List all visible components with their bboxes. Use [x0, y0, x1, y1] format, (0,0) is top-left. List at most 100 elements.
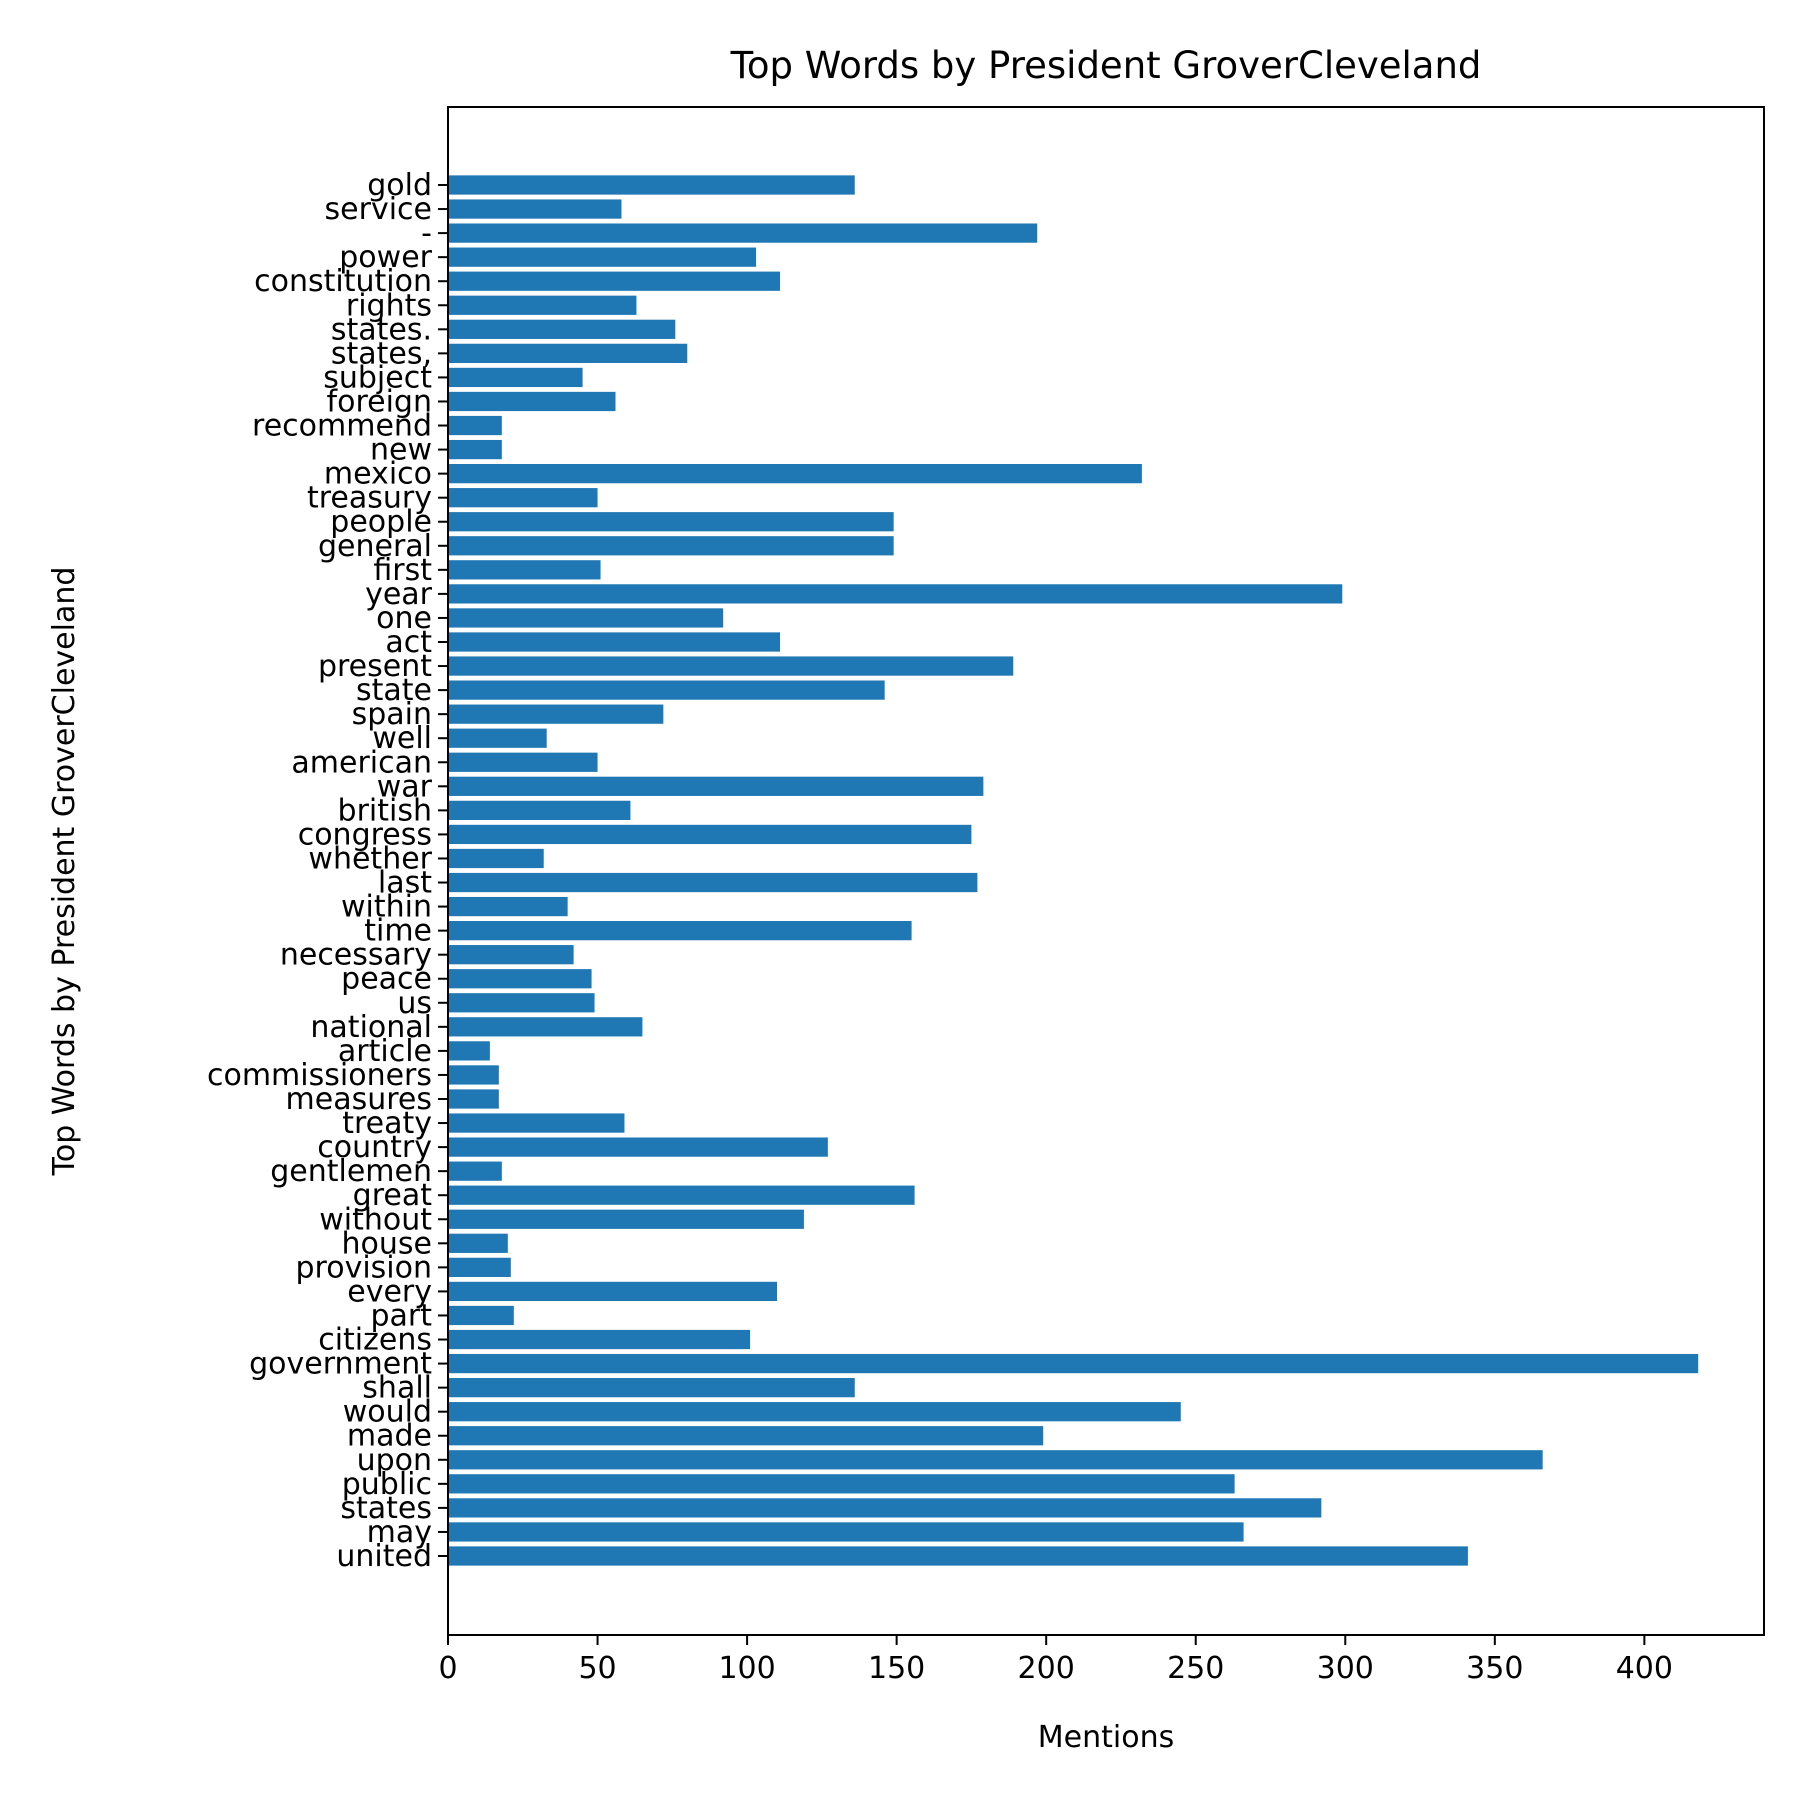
- bar-part: [448, 1305, 514, 1326]
- y-tick-label: us: [397, 986, 432, 1021]
- y-tick-label: year: [365, 577, 433, 612]
- y-tick-label: subject: [323, 360, 432, 395]
- y-tick-label: congress: [298, 817, 432, 852]
- bar-would: [448, 1402, 1181, 1422]
- bar-without: [448, 1209, 804, 1229]
- bar-spain: [448, 704, 664, 724]
- x-tick-label: 100: [718, 1651, 775, 1686]
- bar-congress: [448, 824, 972, 845]
- bar-provision: [448, 1257, 511, 1277]
- y-tick-label: mexico: [324, 457, 432, 492]
- y-tick-label: service: [325, 192, 432, 227]
- y-tick-label: states: [340, 1491, 432, 1526]
- bar-treasury: [448, 488, 598, 508]
- bar-states: [448, 1498, 1322, 1518]
- y-tick-label: every: [347, 1274, 432, 1309]
- bars-layer: [448, 175, 1699, 1566]
- bar-war: [448, 776, 984, 796]
- y-tick-label: public: [342, 1467, 432, 1502]
- bar-article: [448, 1041, 490, 1061]
- bar--: [448, 223, 1038, 243]
- bar-last: [448, 872, 978, 893]
- bar-act: [448, 632, 780, 652]
- y-tick-label: power: [339, 240, 432, 275]
- bar-public: [448, 1474, 1235, 1494]
- y-tick-label: treasury: [307, 481, 432, 516]
- y-tick-label: last: [378, 866, 432, 901]
- y-tick-label: citizens: [318, 1323, 432, 1358]
- y-tick-label: may: [367, 1515, 432, 1550]
- bar-shall: [448, 1378, 855, 1398]
- y-tick-label: made: [347, 1419, 432, 1454]
- y-tick-label: general: [318, 529, 432, 564]
- bar-rights: [448, 295, 637, 315]
- bar-one: [448, 608, 724, 628]
- y-tick-label: house: [342, 1226, 432, 1261]
- bar-made: [448, 1426, 1044, 1446]
- x-tick-label: 0: [438, 1651, 457, 1686]
- bar-mexico: [448, 464, 1142, 484]
- y-tick-label: act: [385, 625, 432, 660]
- y-tick-label: -: [421, 216, 432, 251]
- y-tick-label: measures: [286, 1082, 432, 1117]
- y-tick-label: time: [364, 914, 432, 949]
- bar-treaty: [448, 1113, 625, 1133]
- x-tick-label: 400: [1616, 1651, 1673, 1686]
- y-tick-label: recommend: [252, 409, 432, 444]
- y-tick-label: great: [353, 1178, 433, 1213]
- bar-first: [448, 560, 601, 580]
- bar-new: [448, 439, 502, 460]
- x-tick-label: 200: [1018, 1651, 1075, 1686]
- bar-gold: [448, 175, 855, 195]
- bar-every: [448, 1281, 777, 1302]
- x-tick-label: 300: [1317, 1651, 1374, 1686]
- y-tick-label: commissioners: [207, 1058, 432, 1093]
- bar-states,: [448, 343, 688, 363]
- y-tick-label: article: [338, 1034, 432, 1069]
- bar-gentlemen: [448, 1161, 502, 1181]
- bar-house: [448, 1233, 508, 1253]
- y-tick-label: one: [376, 601, 432, 636]
- chart-title: Top Words by President GroverCleveland: [730, 44, 1482, 87]
- bar-united: [448, 1546, 1468, 1566]
- y-tick-label: necessary: [280, 938, 432, 973]
- y-tick-label: treaty: [342, 1106, 432, 1141]
- bar-service: [448, 199, 622, 219]
- y-tick-label: constitution: [254, 264, 432, 299]
- y-tick-label: states,: [331, 336, 432, 371]
- bar-constitution: [448, 271, 780, 291]
- bar-power: [448, 247, 757, 267]
- y-tick-label: new: [370, 433, 432, 468]
- x-axis: 0 50 100 150 200 250 300 350 400: [438, 1635, 1673, 1686]
- plot-frame: [447, 106, 1765, 1636]
- bar-within: [448, 896, 568, 917]
- y-tick-label: well: [372, 721, 432, 756]
- y-tick-label: spain: [352, 697, 432, 732]
- bar-american: [448, 752, 598, 772]
- y-tick-label: government: [249, 1347, 432, 1382]
- bar-present: [448, 656, 1014, 676]
- y-tick-label: state: [356, 673, 432, 708]
- y-tick-label: gentlemen: [270, 1154, 432, 1189]
- bar-government: [448, 1353, 1699, 1374]
- bar-great: [448, 1185, 915, 1205]
- bar-national: [448, 1017, 643, 1037]
- x-tick-label: 150: [868, 1651, 925, 1686]
- y-tick-label: whether: [308, 841, 432, 876]
- bar-state: [448, 680, 885, 700]
- bar-necessary: [448, 945, 574, 965]
- y-tick-label: within: [341, 890, 432, 925]
- bar-general: [448, 536, 894, 556]
- y-tick-label: upon: [357, 1443, 432, 1478]
- y-tick-label: american: [291, 745, 432, 780]
- y-tick-label: peace: [341, 962, 432, 997]
- bar-measures: [448, 1089, 499, 1109]
- y-tick-label: people: [330, 505, 432, 540]
- y-tick-label: would: [343, 1395, 432, 1430]
- bar-whether: [448, 848, 544, 869]
- bar-citizens: [448, 1329, 751, 1350]
- bar-peace: [448, 969, 592, 989]
- y-tick-label: first: [373, 553, 432, 588]
